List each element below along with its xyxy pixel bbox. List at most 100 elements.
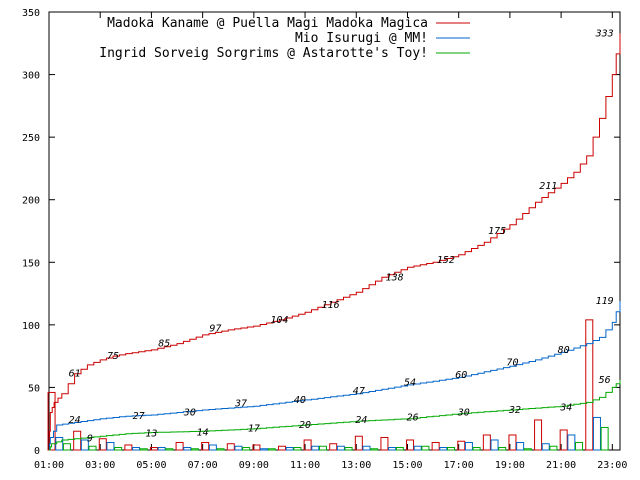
hourly-bar-series-3 xyxy=(575,441,584,451)
hourly-bar-series-1 xyxy=(47,391,56,451)
hourly-bar-series-3 xyxy=(370,448,379,451)
data-label-series-2: 40 xyxy=(294,395,306,406)
data-label-series-3: 20 xyxy=(299,420,311,431)
hourly-bar-series-2 xyxy=(413,445,422,451)
legend-label-series-3: Ingrid Sorveig Sorgrims @ Astarotte's To… xyxy=(99,46,428,61)
x-axis: 01:00 03:00 05:00 07:00 09:00 11:00 13:00 15:00… xyxy=(34,12,627,471)
data-label-series-2: 24 xyxy=(69,415,81,426)
hourly-bar-series-3 xyxy=(447,446,456,451)
hourly-bar-series-2 xyxy=(567,434,576,451)
hourly-bar-series-3 xyxy=(600,426,609,451)
data-label-series-1: 75 xyxy=(107,351,119,362)
hourly-bar-series-1 xyxy=(380,436,389,451)
data-label-series-3: 17 xyxy=(248,424,260,435)
hourly-bar-series-3 xyxy=(139,448,148,451)
hourly-bar-series-1 xyxy=(149,446,158,451)
cumulative-line-series-1 xyxy=(49,33,621,451)
hourly-bar-series-2 xyxy=(157,446,166,451)
x-tick-label: 11:00 xyxy=(290,460,320,471)
hourly-bar-series-1 xyxy=(124,444,133,451)
hourly-bar-series-2 xyxy=(490,439,499,451)
data-label-series-2: 27 xyxy=(133,411,145,422)
legend-label-series-1: Madoka Kaname @ Puella Magi Madoka Magic… xyxy=(107,16,428,31)
hourly-bar-series-1 xyxy=(329,443,338,451)
data-label-series-2: 47 xyxy=(353,386,365,397)
data-label-series-3: 9 xyxy=(87,434,93,445)
data-label-series-3: 24 xyxy=(355,415,367,426)
y-tick-label: 50 xyxy=(28,383,40,394)
hourly-bar-series-3 xyxy=(498,446,507,451)
hourly-bar-series-2 xyxy=(132,446,141,451)
data-label-series-1: 152 xyxy=(437,255,455,266)
hourly-bar-series-2 xyxy=(311,445,320,451)
x-tick-label: 19:00 xyxy=(495,460,525,471)
hourly-bars xyxy=(47,319,609,451)
x-tick-label: 05:00 xyxy=(136,460,166,471)
hourly-bar-series-1 xyxy=(278,445,287,451)
hourly-bar-series-1 xyxy=(508,434,517,451)
data-label-series-2: 37 xyxy=(234,399,247,410)
hourly-bar-series-1 xyxy=(482,434,491,451)
hourly-bar-series-2 xyxy=(208,444,217,451)
data-label-series-1: 333 xyxy=(595,28,614,39)
hourly-bar-series-3 xyxy=(165,448,174,451)
data-label-series-1: 61 xyxy=(69,369,81,380)
hourly-bar-series-2 xyxy=(260,448,269,451)
hourly-bar-series-1 xyxy=(303,439,312,451)
x-tick-label: 21:00 xyxy=(546,460,576,471)
hourly-bar-series-3 xyxy=(395,446,404,451)
data-label-series-2: 80 xyxy=(558,345,570,356)
data-label-series-1: 175 xyxy=(488,226,506,237)
y-tick-label: 200 xyxy=(22,196,40,207)
data-label-series-1: 116 xyxy=(322,300,340,311)
x-tick-label: 07:00 xyxy=(188,460,218,471)
y-tick-label: 150 xyxy=(22,258,40,269)
hourly-bar-series-3 xyxy=(216,448,225,451)
hourly-bar-series-2 xyxy=(362,445,371,451)
data-label-series-1: 211 xyxy=(539,181,557,192)
data-label-series-1: 104 xyxy=(270,315,288,326)
cumulative-line-series-3 xyxy=(49,379,621,451)
hourly-bar-series-3 xyxy=(472,446,481,451)
hourly-bar-series-1 xyxy=(201,441,210,451)
cumulative-lines xyxy=(49,33,621,451)
data-label-series-3: 56 xyxy=(599,375,611,386)
hourly-bar-series-1 xyxy=(585,319,594,451)
data-label-series-2: 54 xyxy=(404,377,416,388)
hourly-bar-series-3 xyxy=(242,446,251,451)
hourly-bar-series-2 xyxy=(234,445,243,451)
hourly-bar-series-2 xyxy=(592,416,601,451)
data-label-series-1: 97 xyxy=(209,324,221,335)
data-label-series-2: 30 xyxy=(183,407,196,418)
cumulative-line-series-2 xyxy=(49,301,621,451)
hourly-bar-series-3 xyxy=(523,448,532,451)
hourly-bar-series-2 xyxy=(516,441,525,451)
x-tick-label: 17:00 xyxy=(444,460,474,471)
plot-frame xyxy=(48,11,621,451)
y-tick-label: 350 xyxy=(22,8,40,19)
hourly-bar-series-3 xyxy=(293,446,302,451)
y-axis: 0 50 100 150 200 250 300 350 xyxy=(22,8,620,457)
legend: Madoka Kaname @ Puella Magi Madoka Magic… xyxy=(99,16,470,61)
hourly-bar-series-1 xyxy=(431,441,440,451)
data-label-series-3: 14 xyxy=(197,427,209,438)
y-tick-label: 300 xyxy=(22,71,40,82)
data-label-series-3: 13 xyxy=(145,429,157,440)
data-label-series-3: 34 xyxy=(559,402,572,413)
hourly-bar-series-1 xyxy=(457,440,466,451)
data-label-series-2: 70 xyxy=(506,357,518,368)
hourly-bar-series-3 xyxy=(318,445,327,451)
hourly-bar-series-3 xyxy=(88,445,97,451)
x-tick-label: 09:00 xyxy=(239,460,269,471)
hourly-bar-series-3 xyxy=(114,446,123,451)
hourly-bar-series-1 xyxy=(226,443,235,451)
data-label-series-3: 30 xyxy=(457,407,470,418)
data-label-series-2: 119 xyxy=(596,296,614,307)
hourly-bar-series-2 xyxy=(285,446,294,451)
hourly-bar-series-1 xyxy=(73,430,82,451)
y-tick-label: 250 xyxy=(22,133,40,144)
hourly-bar-series-3 xyxy=(62,443,71,451)
hourly-bar-series-3 xyxy=(190,448,199,451)
hourly-bar-series-3 xyxy=(344,446,353,451)
x-tick-label: 23:00 xyxy=(597,460,627,471)
